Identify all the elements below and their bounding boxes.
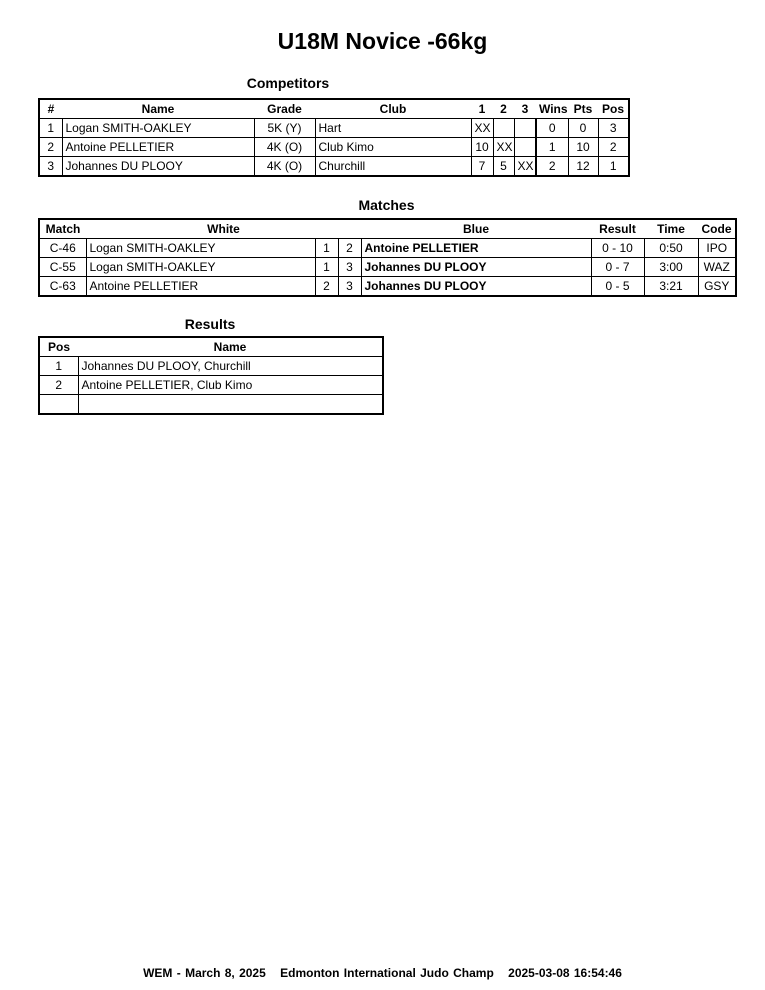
- match-row: C-63 Antoine PELLETIER 2 3 Johannes DU PLOOY…: [38, 276, 737, 297]
- score-1-cell: XX: [470, 118, 494, 138]
- points-cell: 12: [567, 156, 599, 177]
- club-cell: Churchill: [314, 156, 472, 177]
- points-cell: 10: [567, 137, 599, 157]
- match-id-cell: C-55: [38, 257, 87, 277]
- competitor-row: 2 Antoine PELLETIER 4K (O) Club Kimo 10 XX 1 10…: [38, 137, 630, 157]
- col-header: Time: [644, 218, 698, 239]
- white-name-cell: Logan SMITH-OAKLEY: [85, 238, 316, 258]
- blue-number-cell: 3: [337, 276, 362, 297]
- competitors-heading: Competitors: [246, 75, 330, 91]
- match-id-cell: C-46: [38, 238, 87, 258]
- col-header: White: [86, 218, 361, 239]
- col-header: Code: [698, 218, 736, 239]
- name-cell: Johannes DU PLOOY, Churchill: [77, 356, 384, 376]
- white-number-cell: 1: [314, 257, 339, 277]
- col-header: #: [39, 98, 62, 119]
- name-cell: Antoine PELLETIER, Club Kimo: [77, 375, 384, 395]
- position-cell: [38, 394, 79, 415]
- score-3-cell: XX: [513, 156, 537, 177]
- col-header: 2: [493, 98, 514, 119]
- position-cell: 3: [597, 118, 630, 138]
- score-2-cell: XX: [492, 137, 515, 157]
- col-header: Match: [39, 218, 86, 239]
- score-2-cell: 5: [492, 156, 515, 177]
- position-cell: 1: [38, 356, 79, 376]
- col-header: Wins: [536, 98, 568, 119]
- col-header: 3: [514, 98, 536, 119]
- result-row: 2 Antoine PELLETIER, Club Kimo: [38, 375, 384, 395]
- results-table: Pos Name 1 Johannes DU PLOOY, Churchill 2 A…: [38, 336, 384, 415]
- col-header: Name: [62, 98, 254, 119]
- blue-number-cell: 2: [337, 238, 362, 258]
- col-header: 1: [471, 98, 493, 119]
- white-name-cell: Logan SMITH-OAKLEY: [85, 257, 316, 277]
- name-cell: [77, 394, 384, 415]
- position-cell: 2: [38, 375, 79, 395]
- code-cell: GSY: [697, 276, 737, 297]
- number-cell: 2: [38, 137, 63, 157]
- score-1-cell: 10: [470, 137, 494, 157]
- competitors-table: # Name Grade Club 1 2 3 Wins Pts Pos 1 Logan SMITH…: [38, 98, 630, 177]
- footer-event: WEM - March 8, 2025: [143, 966, 266, 980]
- time-cell: 3:21: [643, 276, 699, 297]
- grade-cell: 5K (Y): [253, 118, 316, 138]
- result-row: 1 Johannes DU PLOOY, Churchill: [38, 356, 384, 376]
- name-cell: Logan SMITH-OAKLEY: [61, 118, 255, 138]
- competitor-row: 3 Johannes DU PLOOY 4K (O) Churchill 7 5 XX 2 12…: [38, 156, 630, 177]
- match-row: C-55 Logan SMITH-OAKLEY 1 3 Johannes DU PLOO…: [38, 257, 737, 277]
- number-cell: 3: [38, 156, 63, 177]
- col-header: Grade: [254, 98, 315, 119]
- matches-table: Match White Blue Result Time Code C-46 Lo…: [38, 218, 737, 297]
- number-cell: 1: [38, 118, 63, 138]
- position-cell: 1: [597, 156, 630, 177]
- match-id-cell: C-63: [38, 276, 87, 297]
- col-header: Club: [315, 98, 471, 119]
- blue-name-cell: Johannes DU PLOOY: [360, 257, 592, 277]
- position-cell: 2: [597, 137, 630, 157]
- wins-cell: 1: [535, 137, 569, 157]
- points-cell: 0: [567, 118, 599, 138]
- col-header: Name: [78, 336, 383, 357]
- code-cell: IPO: [697, 238, 737, 258]
- name-cell: Antoine PELLETIER: [61, 137, 255, 157]
- match-row: C-46 Logan SMITH-OAKLEY 1 2 Antoine PELLETIE…: [38, 238, 737, 258]
- grade-cell: 4K (O): [253, 156, 316, 177]
- results-heading: Results: [184, 316, 236, 332]
- result-cell: 0 - 5: [590, 276, 645, 297]
- footer-timestamp: 2025-03-08 16:54:46: [508, 966, 622, 980]
- time-cell: 0:50: [643, 238, 699, 258]
- club-cell: Club Kimo: [314, 137, 472, 157]
- score-1-cell: 7: [470, 156, 494, 177]
- col-header: Result: [591, 218, 644, 239]
- blue-name-cell: Johannes DU PLOOY: [360, 276, 592, 297]
- grade-cell: 4K (O): [253, 137, 316, 157]
- blue-number-cell: 3: [337, 257, 362, 277]
- col-header: Pos: [39, 336, 78, 357]
- col-header: Blue: [361, 218, 591, 239]
- score-3-cell: [513, 137, 537, 157]
- white-number-cell: 2: [314, 276, 339, 297]
- footer-name: Edmonton International Judo Champ: [280, 966, 494, 980]
- col-header: Pos: [598, 98, 629, 119]
- footer: WEM - March 8, 2025 Edmonton Internation…: [0, 966, 765, 980]
- matches-heading: Matches: [358, 197, 415, 213]
- result-cell: 0 - 7: [590, 257, 645, 277]
- score-2-cell: [492, 118, 515, 138]
- wins-cell: 0: [535, 118, 569, 138]
- page-title: U18M Novice -66kg: [277, 28, 488, 54]
- white-name-cell: Antoine PELLETIER: [85, 276, 316, 297]
- result-cell: 0 - 10: [590, 238, 645, 258]
- score-3-cell: [513, 118, 537, 138]
- blue-name-cell: Antoine PELLETIER: [360, 238, 592, 258]
- col-header: Pts: [568, 98, 598, 119]
- name-cell: Johannes DU PLOOY: [61, 156, 255, 177]
- competitor-row: 1 Logan SMITH-OAKLEY 5K (Y) Hart XX 0 0 3: [38, 118, 630, 138]
- result-row: [38, 394, 384, 415]
- time-cell: 3:00: [643, 257, 699, 277]
- white-number-cell: 1: [314, 238, 339, 258]
- wins-cell: 2: [535, 156, 569, 177]
- code-cell: WAZ: [697, 257, 737, 277]
- club-cell: Hart: [314, 118, 472, 138]
